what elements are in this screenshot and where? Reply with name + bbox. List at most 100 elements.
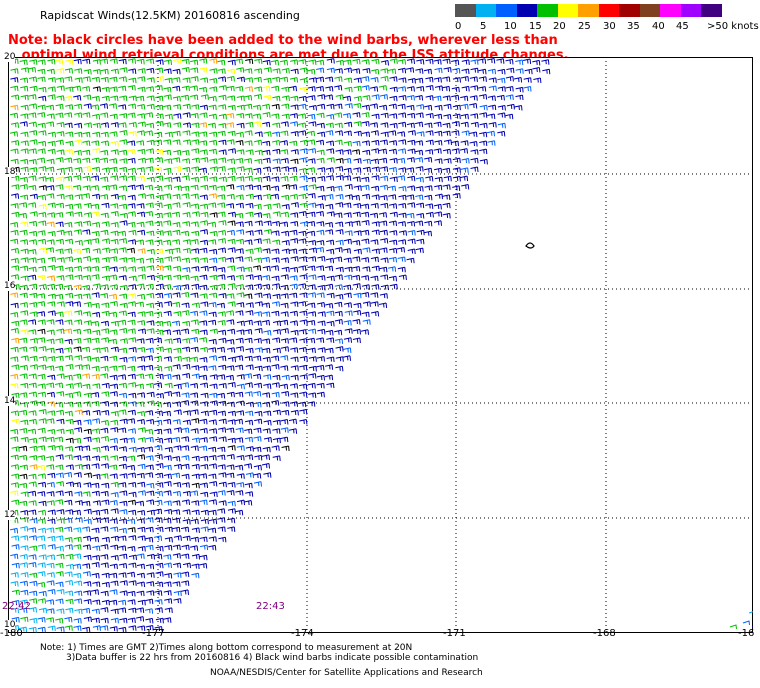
wind-barb bbox=[91, 617, 100, 624]
wind-barb bbox=[46, 491, 55, 497]
wind-barb bbox=[207, 221, 217, 228]
wind-barb bbox=[137, 365, 146, 371]
wind-barb bbox=[343, 130, 352, 137]
wind-barb bbox=[173, 274, 182, 281]
wind-barb bbox=[137, 328, 146, 335]
wind-barb bbox=[37, 562, 46, 568]
wind-barb bbox=[261, 302, 271, 309]
wind-barb bbox=[74, 445, 83, 452]
wind-barb bbox=[353, 302, 362, 309]
wind-barb bbox=[343, 238, 352, 245]
wind-barb bbox=[272, 347, 281, 354]
wind-barb bbox=[100, 355, 109, 362]
wind-barb bbox=[209, 491, 218, 498]
wind-barb bbox=[47, 472, 56, 479]
wind-barb bbox=[172, 229, 181, 236]
wind-barb bbox=[290, 158, 299, 165]
wind-barb bbox=[117, 374, 127, 380]
wind-barb bbox=[19, 562, 28, 568]
wind-barb bbox=[110, 203, 119, 209]
wind-barb bbox=[109, 473, 118, 479]
wind-barb bbox=[235, 274, 244, 281]
wind-barb bbox=[307, 139, 316, 145]
wind-barb bbox=[442, 148, 451, 155]
wind-barb bbox=[325, 283, 334, 290]
wind-barb bbox=[470, 113, 479, 119]
wind-barb bbox=[217, 185, 226, 192]
wind-barb bbox=[208, 428, 218, 434]
wind-barb bbox=[164, 544, 173, 551]
wind-barb bbox=[434, 176, 443, 183]
wind-barb bbox=[38, 409, 47, 415]
wind-barb bbox=[28, 481, 37, 487]
wind-barb bbox=[424, 122, 433, 129]
wind-barb bbox=[154, 366, 163, 372]
wind-barb bbox=[245, 202, 254, 209]
wind-barb bbox=[136, 338, 145, 344]
wind-barb bbox=[307, 292, 317, 298]
wind-barb bbox=[91, 302, 100, 309]
wind-barb bbox=[198, 86, 208, 93]
wind-barb bbox=[82, 526, 91, 532]
wind-barb bbox=[137, 274, 146, 280]
wind-barb bbox=[11, 562, 20, 569]
wind-barb bbox=[99, 103, 108, 109]
wind-barb bbox=[253, 247, 262, 253]
wind-barb bbox=[10, 203, 19, 209]
wind-barb bbox=[263, 383, 272, 389]
wind-barb bbox=[497, 112, 506, 118]
wind-barb bbox=[10, 553, 19, 560]
wind-barb bbox=[155, 194, 164, 201]
wind-barb bbox=[173, 383, 182, 390]
wind-barb bbox=[163, 59, 172, 65]
wind-barb bbox=[361, 104, 370, 111]
wind-barb bbox=[308, 256, 317, 262]
wind-barb bbox=[29, 292, 38, 299]
wind-barb bbox=[100, 373, 109, 379]
wind-barb bbox=[326, 248, 335, 255]
wind-barb bbox=[478, 68, 487, 75]
wind-barb bbox=[279, 221, 289, 228]
wind-barb bbox=[425, 149, 434, 155]
wind-barb bbox=[47, 283, 56, 290]
wind-barb bbox=[109, 401, 119, 408]
wind-barb bbox=[748, 611, 753, 614]
wind-barb bbox=[281, 95, 290, 101]
wind-barb bbox=[144, 211, 154, 217]
wind-barb bbox=[514, 105, 523, 111]
wind-barb bbox=[72, 248, 82, 255]
wind-barb bbox=[352, 274, 361, 281]
wind-barb bbox=[73, 419, 82, 426]
wind-barb bbox=[371, 248, 380, 255]
wind-barb bbox=[64, 266, 74, 273]
wind-barb bbox=[343, 158, 352, 164]
wind-barb bbox=[28, 410, 37, 416]
wind-barb bbox=[119, 220, 128, 226]
wind-barb bbox=[29, 445, 38, 452]
wind-barb bbox=[442, 167, 451, 174]
wind-barb bbox=[361, 121, 370, 127]
wind-barb bbox=[190, 221, 199, 227]
wind-barb bbox=[136, 211, 146, 218]
wind-barb bbox=[459, 148, 468, 154]
wind-barb bbox=[64, 185, 73, 191]
wind-barb bbox=[344, 77, 353, 84]
wind-barb bbox=[19, 428, 28, 434]
wind-barb bbox=[308, 184, 317, 190]
wind-barb bbox=[163, 617, 172, 623]
wind-barb bbox=[361, 59, 370, 65]
wind-barb bbox=[10, 104, 19, 111]
wind-barb bbox=[254, 86, 263, 92]
wind-barb bbox=[145, 625, 154, 631]
wind-barb bbox=[443, 175, 452, 182]
wind-barb bbox=[172, 96, 181, 102]
wind-barb bbox=[262, 275, 271, 281]
wind-barb bbox=[335, 294, 344, 300]
wind-barb bbox=[199, 229, 208, 235]
wind-barb bbox=[289, 292, 298, 299]
wind-barb bbox=[65, 418, 74, 425]
wind-barb bbox=[182, 509, 191, 515]
wind-barb bbox=[190, 518, 199, 525]
wind-barb bbox=[469, 141, 478, 147]
wind-barb bbox=[181, 302, 190, 309]
